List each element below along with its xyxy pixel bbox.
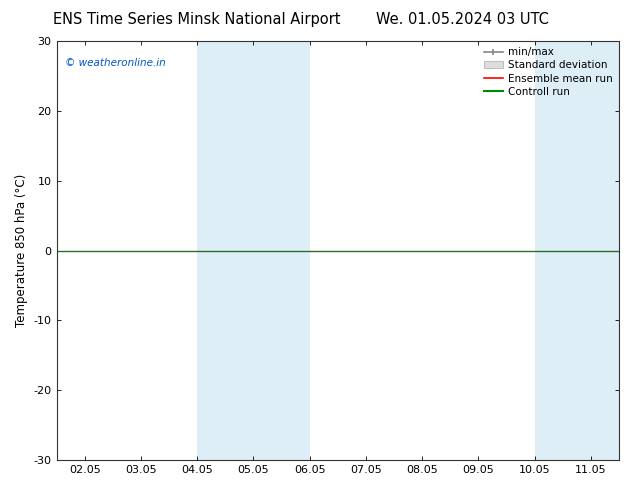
Legend: min/max, Standard deviation, Ensemble mean run, Controll run: min/max, Standard deviation, Ensemble me… xyxy=(480,43,617,101)
Text: ENS Time Series Minsk National Airport: ENS Time Series Minsk National Airport xyxy=(53,12,340,27)
Text: © weatheronline.in: © weatheronline.in xyxy=(65,58,165,68)
Bar xyxy=(197,41,254,460)
Bar xyxy=(534,41,591,460)
Y-axis label: Temperature 850 hPa (°C): Temperature 850 hPa (°C) xyxy=(15,174,28,327)
Bar xyxy=(254,41,309,460)
Text: We. 01.05.2024 03 UTC: We. 01.05.2024 03 UTC xyxy=(377,12,549,27)
Bar xyxy=(591,41,619,460)
